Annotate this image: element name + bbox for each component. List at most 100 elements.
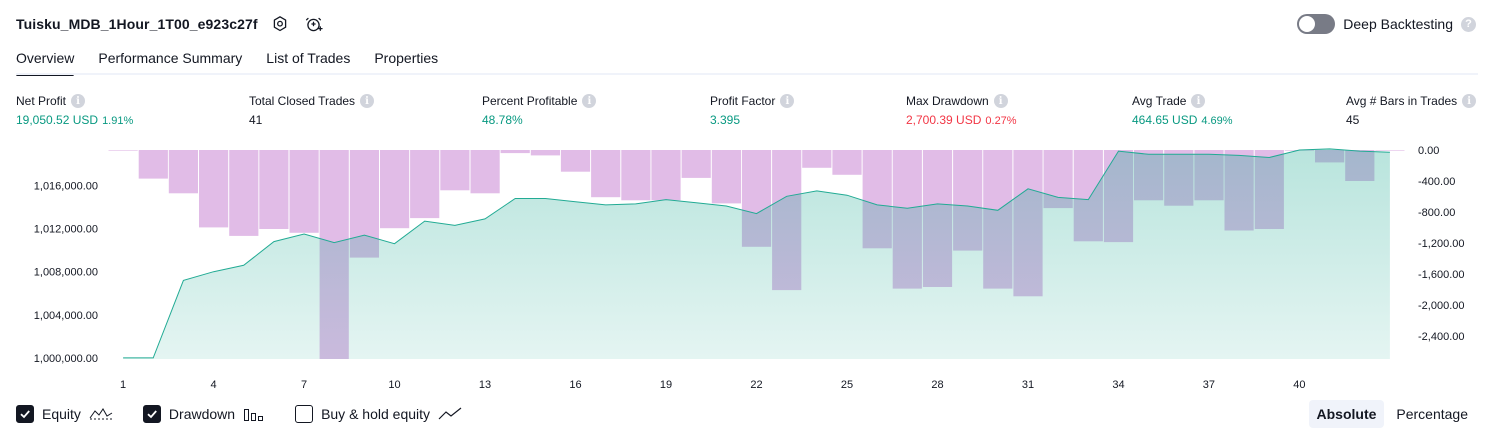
metric-label: Profit Factor [710, 94, 776, 108]
x-axis-tick: 13 [479, 379, 491, 391]
drawdown-bar [440, 150, 470, 191]
legend-buy-hold-equity[interactable]: Buy & hold equity [295, 405, 462, 423]
gear-icon[interactable] [268, 12, 292, 36]
legend-drawdown[interactable]: Drawdown [142, 405, 265, 423]
x-axis-tick: 34 [1112, 379, 1124, 391]
right-axis-tick: -2,000.00 [1418, 300, 1464, 312]
left-axis-tick: 1,012,000.00 [34, 224, 98, 236]
drawdown-bar [168, 150, 198, 194]
metric-value: 19,050.52 USD [16, 113, 99, 127]
drawdown-bar [410, 150, 440, 219]
x-axis-tick: 16 [569, 379, 581, 391]
right-axis-tick: 0.00 [1418, 145, 1439, 157]
metric-label: Max Drawdown [906, 94, 989, 108]
x-axis-tick: 4 [211, 379, 217, 391]
x-axis-tick: 31 [1022, 379, 1034, 391]
info-icon[interactable]: i [780, 94, 795, 108]
right-axis-tick: -400.00 [1418, 176, 1455, 188]
drawdown-bar [530, 150, 560, 156]
info-icon[interactable]: i [1462, 94, 1477, 108]
metric-percent: 0.27% [985, 115, 1017, 127]
absolute-button[interactable]: Absolute [1308, 400, 1385, 428]
tab-list-of-trades[interactable]: List of Trades [266, 50, 351, 66]
drawdown-bar [711, 150, 741, 204]
metric-net-profit: Net Profit i 19,050.52 USD 1.91% [16, 93, 133, 127]
drawdown-bar [470, 150, 500, 194]
equity-drawdown-chart[interactable]: 1,000,000.00 1,004,000.00 1,008,000.00 1,01… [0, 140, 1494, 395]
left-axis-tick: 1,000,000.00 [34, 353, 98, 365]
metric-value: 464.65 USD [1132, 113, 1198, 127]
tab-performance-summary[interactable]: Performance Summary [98, 50, 243, 66]
metric-label: Net Profit [16, 94, 67, 108]
metric-value: 3.395 [710, 113, 741, 127]
metric-percent-profitable: Percent Profitable i 48.78% [482, 93, 597, 127]
metric-value: 48.78% [482, 113, 523, 127]
metric-avg-bars-in-trades: Avg # Bars in Trades i 45 [1346, 93, 1477, 127]
x-axis-tick: 28 [931, 379, 943, 391]
x-axis: 1 4 7 10 13 16 19 22 25 28 31 34 37 40 [120, 379, 1305, 391]
info-icon[interactable]: i [582, 94, 597, 108]
metric-value: 2,700.39 USD [906, 113, 982, 127]
drawdown-bar [138, 150, 168, 179]
metric-profit-factor: Profit Factor i 3.395 [710, 93, 795, 127]
drawdown-bar [1375, 150, 1405, 151]
equity-line [123, 148, 1390, 359]
left-axis-tick: 1,008,000.00 [34, 267, 98, 279]
drawdown-bar [199, 150, 229, 228]
tab-overview[interactable]: Overview [16, 44, 75, 76]
equity-area [123, 148, 1390, 359]
x-axis-tick: 40 [1293, 379, 1305, 391]
deep-backtesting-label: Deep Backtesting [1343, 16, 1453, 32]
metric-percent: 4.69% [1201, 115, 1233, 127]
metric-max-drawdown: Max Drawdown i 2,700.39 USD 0.27% [906, 93, 1017, 127]
right-axis-tick: -800.00 [1418, 207, 1455, 219]
drawdown-bar [651, 150, 681, 201]
info-icon[interactable]: i [993, 94, 1008, 108]
info-icon[interactable]: i [71, 94, 86, 108]
help-icon[interactable]: ? [1461, 16, 1476, 32]
chart-legend: Equity Drawdown Buy & hold equity [16, 404, 492, 424]
right-axis-tick: -1,200.00 [1418, 238, 1464, 250]
tab-properties[interactable]: Properties [374, 50, 439, 66]
alarm-clock-plus-icon[interactable] [302, 12, 326, 36]
value-mode-switch: Absolute Percentage [1308, 400, 1477, 428]
equity-line-icon [89, 406, 113, 422]
legend-label: Buy & hold equity [321, 406, 431, 422]
info-icon[interactable]: i [1191, 94, 1206, 108]
x-axis-tick: 37 [1203, 379, 1215, 391]
drawdown-bar [380, 150, 410, 229]
metric-avg-trade: Avg Trade i 464.65 USD 4.69% [1132, 93, 1233, 127]
metric-total-closed-trades: Total Closed Trades i 41 [249, 93, 375, 127]
left-axis: 1,000,000.00 1,004,000.00 1,008,000.00 1,01… [34, 181, 98, 365]
drawdown-bars-icon [243, 406, 265, 422]
drawdown-bar [108, 150, 138, 151]
drawdown-bar [681, 150, 711, 178]
info-icon[interactable]: i [360, 94, 375, 108]
drawdown-checkbox[interactable] [142, 405, 161, 423]
x-axis-tick: 19 [660, 379, 672, 391]
x-axis-tick: 1 [120, 379, 126, 391]
deep-backtesting: Deep Backtesting ? [1297, 12, 1476, 36]
legend-label: Drawdown [168, 406, 236, 422]
metric-label: Avg # Bars in Trades [1346, 94, 1458, 108]
tab-bar: Overview Performance Summary List of Tra… [16, 44, 439, 76]
metric-value: 45 [1346, 113, 1360, 127]
drawdown-bar [591, 150, 621, 198]
percentage-button[interactable]: Percentage [1396, 406, 1468, 422]
drawdown-bar [229, 150, 259, 236]
buy-hold-checkbox[interactable] [295, 405, 314, 423]
strategy-name: Tuisku_MDB_1Hour_1T00_e923c27f [16, 16, 258, 32]
metrics-row: Net Profit i 19,050.52 USD 1.91% Total Clo… [0, 93, 1494, 133]
right-axis-tick: -1,600.00 [1418, 269, 1464, 281]
drawdown-bar [832, 150, 862, 175]
drawdown-bar [500, 150, 530, 154]
legend-equity[interactable]: Equity [16, 405, 113, 423]
equity-checkbox[interactable] [16, 405, 34, 423]
metric-percent: 1.91% [102, 115, 134, 127]
metric-label: Total Closed Trades [249, 94, 356, 108]
buy-hold-line-icon [438, 406, 462, 422]
x-axis-tick: 10 [388, 379, 400, 391]
left-axis-tick: 1,016,000.00 [34, 181, 98, 193]
deep-backtesting-toggle[interactable] [1297, 14, 1336, 34]
legend-label: Equity [42, 406, 81, 422]
